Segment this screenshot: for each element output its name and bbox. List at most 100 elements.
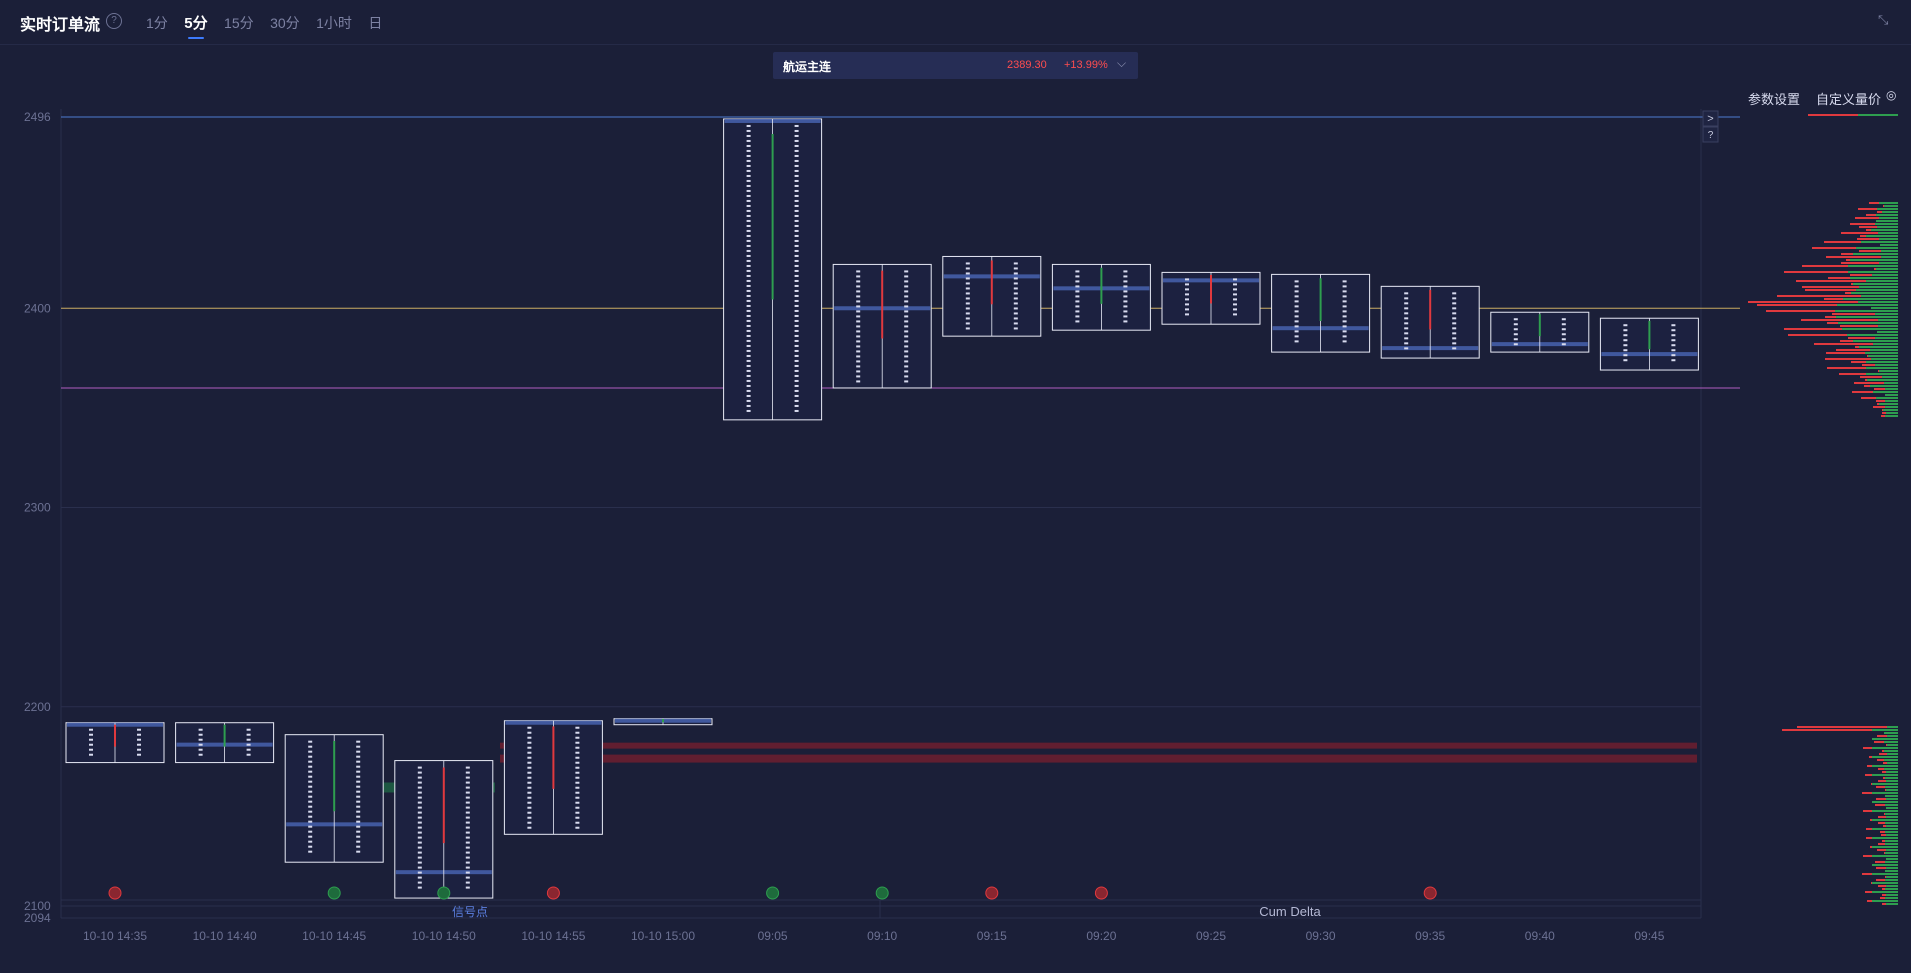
bid-volume-cell bbox=[417, 826, 422, 829]
x-tick-label: 10-10 15:00 bbox=[631, 929, 695, 943]
signal-marker bbox=[875, 886, 889, 900]
profile-buy-bar bbox=[1868, 355, 1898, 357]
profile-buy-bar bbox=[1885, 852, 1898, 854]
bid-volume-cell bbox=[417, 806, 422, 809]
tab-15m[interactable]: 15分 bbox=[224, 15, 254, 31]
ask-volume-cell bbox=[904, 295, 909, 298]
ask-volume-cell bbox=[794, 309, 799, 312]
profile-buy-bar bbox=[1885, 870, 1898, 872]
profile-sell-bar bbox=[1850, 223, 1875, 225]
ask-volume-cell bbox=[794, 259, 799, 262]
ask-volume-cell bbox=[794, 174, 799, 177]
profile-buy-bar bbox=[1885, 831, 1898, 833]
param-settings-link[interactable]: 参数设置 bbox=[1748, 92, 1801, 107]
ask-volume-cell bbox=[794, 209, 799, 212]
bid-volume-cell bbox=[746, 224, 751, 227]
ask-volume-cell bbox=[1013, 282, 1018, 285]
profile-sell-bar bbox=[1859, 250, 1881, 252]
profile-sell-bar bbox=[1777, 295, 1861, 297]
ask-volume-cell bbox=[465, 781, 470, 784]
bid-volume-cell bbox=[527, 811, 532, 814]
profile-sell-bar bbox=[1880, 897, 1885, 899]
ask-volume-cell bbox=[794, 219, 799, 222]
profile-buy-bar bbox=[1877, 208, 1898, 210]
bid-volume-cell bbox=[1294, 295, 1299, 298]
x-tick-label: 09:30 bbox=[1306, 929, 1336, 943]
profile-sell-bar bbox=[1850, 274, 1872, 276]
ask-volume-cell bbox=[356, 845, 361, 848]
ask-volume-cell bbox=[575, 756, 580, 759]
bid-volume-cell bbox=[417, 881, 422, 884]
profile-sell-bar bbox=[1864, 385, 1870, 387]
ask-volume-cell bbox=[1671, 344, 1676, 347]
ask-volume-cell bbox=[794, 374, 799, 377]
bid-volume-cell bbox=[965, 262, 970, 265]
ask-volume-cell bbox=[1342, 340, 1347, 343]
profile-sell-bar bbox=[1863, 810, 1872, 812]
profile-sell-bar bbox=[1879, 753, 1887, 755]
profile-sell-bar bbox=[1848, 337, 1875, 339]
profile-buy-bar bbox=[1886, 780, 1898, 782]
signal-marker bbox=[546, 886, 560, 900]
profile-sell-bar bbox=[1881, 834, 1886, 836]
ask-volume-cell bbox=[356, 835, 361, 838]
profile-sell-bar bbox=[1884, 813, 1885, 815]
profile-buy-bar bbox=[1842, 328, 1898, 330]
bid-volume-cell bbox=[1404, 347, 1409, 350]
bid-volume-cell bbox=[417, 766, 422, 769]
ask-volume-cell bbox=[1342, 300, 1347, 303]
profile-sell-bar bbox=[1876, 879, 1885, 881]
help-icon[interactable]: ? bbox=[106, 13, 122, 29]
bid-volume-cell bbox=[746, 204, 751, 207]
custom-volume-price-link[interactable]: 自定义量价 bbox=[1816, 92, 1882, 107]
ask-volume-cell bbox=[1452, 317, 1457, 320]
profile-sell-bar bbox=[1871, 783, 1872, 785]
tab-1m[interactable]: 1分 bbox=[146, 15, 168, 31]
bid-volume-cell bbox=[417, 786, 422, 789]
ask-volume-cell bbox=[1452, 327, 1457, 330]
profile-buy-bar bbox=[1887, 726, 1898, 728]
ask-volume-cell bbox=[904, 375, 909, 378]
bid-volume-cell bbox=[527, 741, 532, 744]
tab-5m[interactable]: 5分 bbox=[184, 12, 208, 39]
bid-volume-cell bbox=[1404, 307, 1409, 310]
profile-buy-bar bbox=[1872, 774, 1898, 776]
ask-volume-cell bbox=[794, 339, 799, 342]
profile-buy-bar bbox=[1885, 840, 1898, 842]
ask-volume-cell bbox=[137, 733, 141, 736]
ask-volume-cell bbox=[1561, 338, 1566, 341]
profile-sell-bar bbox=[1862, 873, 1872, 875]
ask-volume-cell bbox=[794, 294, 799, 297]
ask-volume-cell bbox=[904, 325, 909, 328]
instrument-name: 航运主连 bbox=[783, 60, 832, 74]
profile-sell-bar bbox=[1881, 415, 1885, 417]
x-tick-label: 09:45 bbox=[1634, 929, 1664, 943]
profile-buy-bar bbox=[1885, 400, 1898, 402]
collapse-icon[interactable]: ⤡ bbox=[1878, 12, 1889, 27]
profile-sell-bar bbox=[1882, 894, 1886, 896]
instrument-selector[interactable]: 航运主连 2389.30 +13.99% ⌵ bbox=[773, 52, 1138, 79]
ask-volume-cell bbox=[794, 399, 799, 402]
bid-volume-cell bbox=[965, 277, 970, 280]
ask-volume-cell bbox=[1342, 285, 1347, 288]
ask-volume-cell bbox=[1452, 337, 1457, 340]
bid-volume-cell bbox=[308, 755, 313, 758]
tab-30m[interactable]: 30分 bbox=[270, 15, 300, 31]
info-circle-icon[interactable]: ◎ bbox=[1886, 88, 1897, 102]
profile-buy-bar bbox=[1872, 792, 1898, 794]
profile-sell-bar bbox=[1840, 340, 1853, 342]
ask-volume-cell bbox=[904, 270, 909, 273]
tab-1h[interactable]: 1小时 bbox=[316, 15, 352, 31]
profile-buy-bar bbox=[1872, 756, 1898, 758]
footprint-bars bbox=[65, 118, 1699, 899]
ask-volume-cell bbox=[794, 194, 799, 197]
ask-volume-cell bbox=[1452, 297, 1457, 300]
tab-day[interactable]: 日 bbox=[368, 15, 383, 31]
panel-toggle-button[interactable] bbox=[1702, 110, 1719, 127]
panel-help-button[interactable] bbox=[1702, 126, 1719, 143]
ask-volume-cell bbox=[1123, 285, 1128, 288]
signal-marker bbox=[985, 886, 999, 900]
profile-buy-bar bbox=[1884, 732, 1898, 734]
ask-volume-cell bbox=[1233, 278, 1237, 281]
ask-volume-cell bbox=[356, 745, 361, 748]
